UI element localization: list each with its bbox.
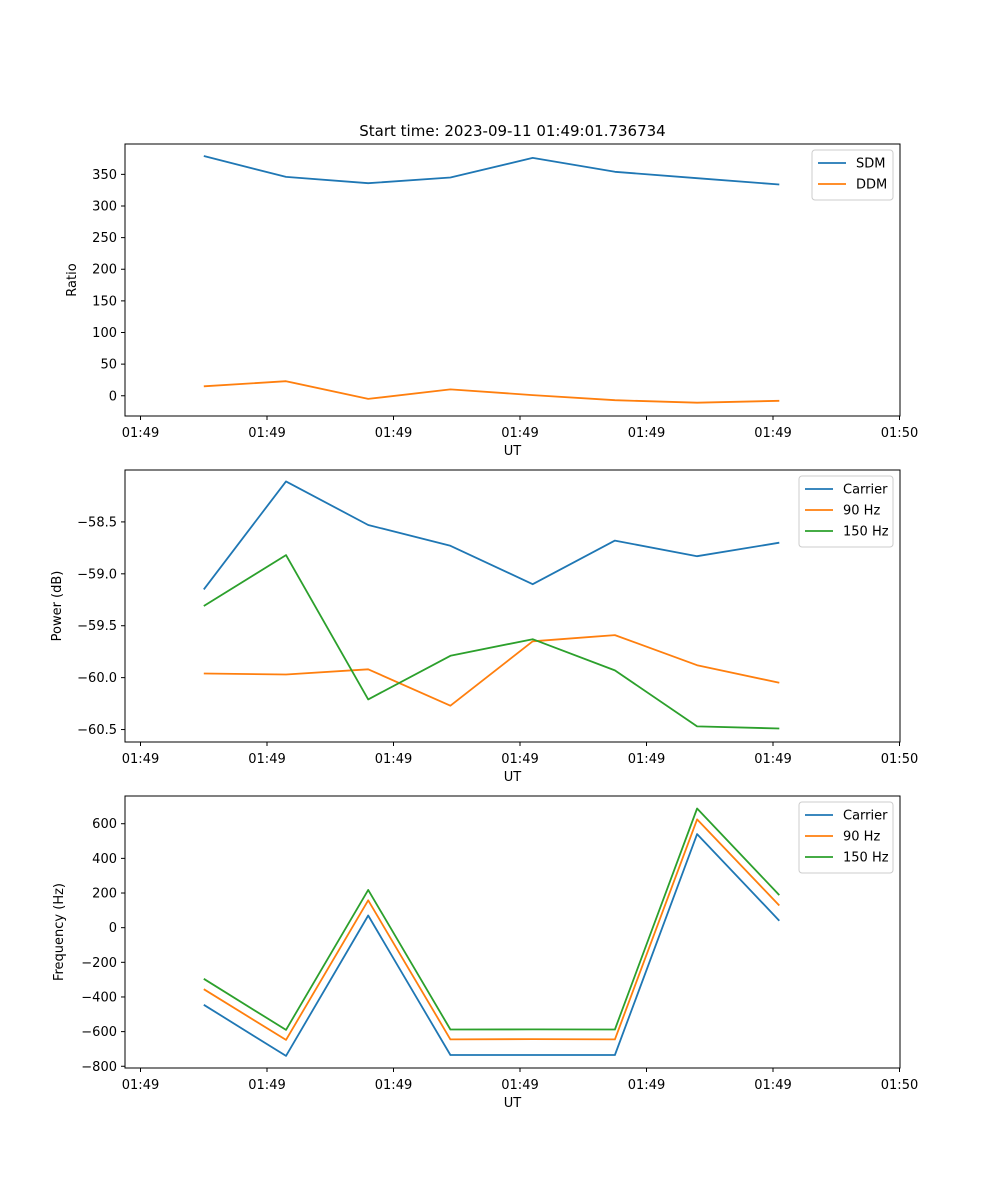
legend-label: 90 Hz <box>843 504 880 519</box>
y-axis-label: Ratio <box>65 263 80 296</box>
y-tick-label: −600 <box>81 1025 117 1040</box>
x-tick-label: 01:49 <box>754 1078 791 1093</box>
y-tick-label: −60.0 <box>77 671 117 686</box>
panel-3: 01:49 01:49 01:49 01:49 01:49 01:49 01:50 −800 −… <box>52 795 918 1111</box>
y-tick-label: 250 <box>92 231 117 246</box>
x-tick-label: 01:49 <box>248 752 285 767</box>
y-tick-label: −200 <box>81 956 117 971</box>
y-tick-label: 200 <box>92 263 117 278</box>
x-tick-label: 01:50 <box>881 752 918 767</box>
axes-frame <box>124 795 901 1069</box>
y-tick-label: 150 <box>92 294 117 309</box>
x-tick-label: 01:49 <box>122 426 159 441</box>
x-tick-label: 01:50 <box>881 1078 918 1093</box>
legend-label: Carrier <box>843 809 888 824</box>
legend-label: 150 Hz <box>843 525 889 540</box>
series-line-carrier <box>203 833 780 1057</box>
series-line-150-hz <box>203 554 780 730</box>
legend-label: SDM <box>856 157 885 172</box>
axes-frame <box>124 469 901 743</box>
y-tick-label: 300 <box>92 199 117 214</box>
x-tick-label: 01:50 <box>881 426 918 441</box>
legend-label: 150 Hz <box>843 851 889 866</box>
y-tick-label: 50 <box>100 358 117 373</box>
series-line-90-hz <box>203 818 780 1041</box>
x-axis-label: UT <box>504 444 522 459</box>
series-line-carrier <box>203 480 780 590</box>
panel-2: 01:49 01:49 01:49 01:49 01:49 01:49 01:50 −60.5… <box>50 469 918 785</box>
y-axis-label: Power (dB) <box>50 571 65 642</box>
x-tick-label: 01:49 <box>754 426 791 441</box>
x-tick-label: 01:49 <box>122 1078 159 1093</box>
legend: SDM DDM <box>811 149 894 201</box>
figure-title: Start time: 2023-09-11 01:49:01.736734 <box>359 122 665 140</box>
y-tick-label: 400 <box>92 852 117 867</box>
y-tick-label: −58.5 <box>77 515 117 530</box>
x-tick-label: 01:49 <box>375 752 412 767</box>
legend-box <box>798 801 894 874</box>
legend: Carrier 90 Hz 150 Hz <box>798 801 894 874</box>
y-tick-label: −59.5 <box>77 619 117 634</box>
y-tick-label: 600 <box>92 817 117 832</box>
legend: Carrier 90 Hz 150 Hz <box>798 475 894 548</box>
x-tick-label: 01:49 <box>248 1078 285 1093</box>
x-tick-label: 01:49 <box>754 752 791 767</box>
y-tick-label: 100 <box>92 326 117 341</box>
x-tick-label: 01:49 <box>501 1078 538 1093</box>
y-tick-label: 350 <box>92 168 117 183</box>
legend-label: Carrier <box>843 483 888 498</box>
y-axis-label: Frequency (Hz) <box>52 883 67 981</box>
x-tick-label: 01:49 <box>628 1078 665 1093</box>
x-tick-label: 01:49 <box>501 752 538 767</box>
series-line-sdm <box>203 155 780 186</box>
axes-frame <box>124 143 901 417</box>
y-tick-label: 0 <box>109 389 117 404</box>
y-tick-label: 0 <box>109 921 117 936</box>
x-tick-label: 01:49 <box>375 1078 412 1093</box>
x-tick-label: 01:49 <box>628 426 665 441</box>
x-tick-label: 01:49 <box>122 752 159 767</box>
y-tick-label: −800 <box>81 1060 117 1075</box>
y-tick-label: 200 <box>92 887 117 902</box>
x-tick-label: 01:49 <box>628 752 665 767</box>
panels: 01:49 01:49 01:49 01:49 01:49 01:49 01:50 0 50 10… <box>50 143 918 1111</box>
legend-box <box>798 475 894 548</box>
x-axis-label: UT <box>504 1096 522 1111</box>
series-line-150-hz <box>203 807 780 1031</box>
panel-1: 01:49 01:49 01:49 01:49 01:49 01:49 01:50 0 50 10… <box>65 143 918 459</box>
series-line-ddm <box>203 380 780 404</box>
y-tick-label: −59.0 <box>77 567 117 582</box>
legend-label: DDM <box>856 178 887 193</box>
x-axis-label: UT <box>504 770 522 785</box>
x-tick-label: 01:49 <box>375 426 412 441</box>
y-tick-label: −60.5 <box>77 723 117 738</box>
legend-label: 90 Hz <box>843 830 880 845</box>
y-tick-label: −400 <box>81 990 117 1005</box>
series-line-90-hz <box>203 634 780 707</box>
x-tick-label: 01:49 <box>248 426 285 441</box>
x-tick-label: 01:49 <box>501 426 538 441</box>
